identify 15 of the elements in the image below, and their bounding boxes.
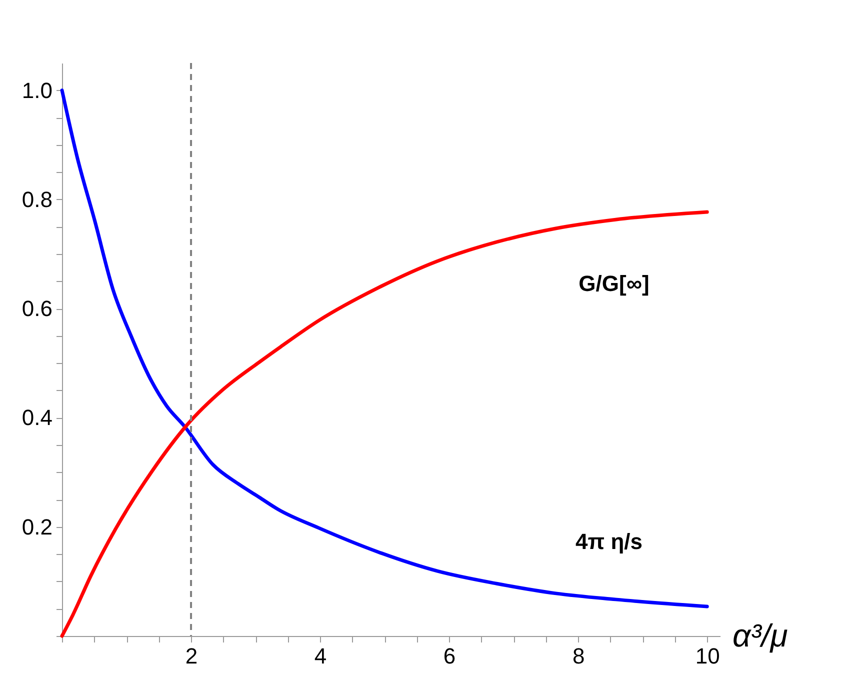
x-tick-label: 10 <box>695 644 720 668</box>
x-axis-title: α³/μ <box>732 618 788 654</box>
y-tick-label: 0.6 <box>22 296 52 322</box>
y-tick-label: 0.4 <box>22 405 52 430</box>
x-tick-label: 8 <box>572 644 585 668</box>
x-tick-label: 2 <box>185 644 198 668</box>
x-tick-label: 4 <box>314 644 327 668</box>
annotation: 4π η/s <box>576 529 642 554</box>
y-tick-label: 0.8 <box>22 186 52 212</box>
line-series <box>60 88 709 608</box>
annotation: G/G[∞] <box>578 271 650 296</box>
x-tick-label: 6 <box>443 644 456 668</box>
line-series <box>60 210 709 638</box>
y-tick-label: 0.2 <box>22 514 52 540</box>
y-tick-label: 1.0 <box>22 78 52 103</box>
